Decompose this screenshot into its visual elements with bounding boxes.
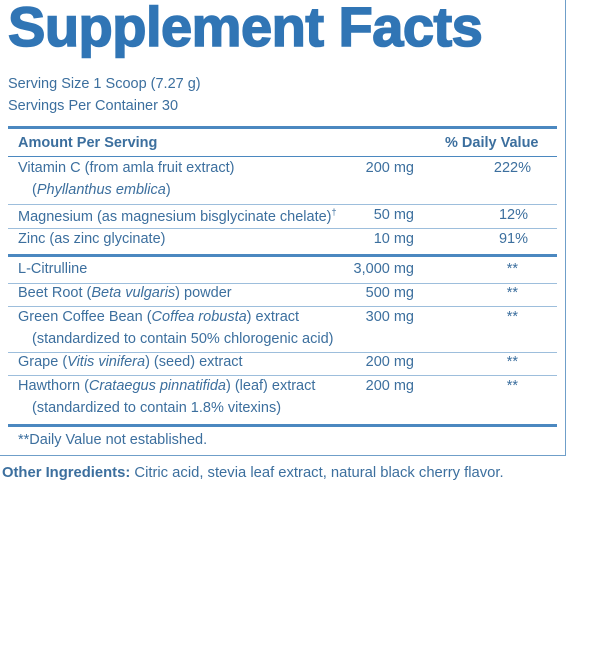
header-rule	[8, 156, 557, 157]
other-ingredients-text: Citric acid, stevia leaf extract, natura…	[130, 465, 504, 481]
serving-size: Serving Size 1 Scoop (7.27 g)	[8, 76, 201, 92]
row-beet-name: Beet Root (Beta vulgaris) powder	[18, 285, 232, 301]
row-zinc-amount: 10 mg	[373, 231, 414, 247]
header-daily-value: % Daily Value	[445, 135, 539, 151]
row-divider	[8, 283, 557, 284]
row-coffee-name: Green Coffee Bean (Coffea robusta) extra…	[18, 309, 300, 325]
row-hawthorn-sub: (standardized to contain 1.8% vitexins)	[32, 400, 282, 416]
thick-rule-mid	[8, 254, 557, 257]
supplement-facts-panel: Supplement Facts Serving Size 1 Scoop (7…	[0, 0, 566, 456]
row-vitamin-c-dv: 222%	[493, 160, 531, 176]
row-zinc-dv: 91%	[498, 231, 528, 247]
header-amount: Amount Per Serving	[18, 135, 158, 151]
row-grape-amount: 200 mg	[365, 354, 414, 370]
row-zinc-name: Zinc (as zinc glycinate)	[18, 231, 166, 247]
panel-title: Supplement Facts	[7, 0, 483, 59]
row-hawthorn-amount: 200 mg	[365, 378, 414, 394]
row-magnesium-dv: 12%	[498, 207, 528, 223]
row-grape-dv: **	[506, 354, 518, 370]
servings-per-container: Servings Per Container 30	[8, 98, 179, 114]
row-vitamin-c-sub: (Phyllanthus emblica)	[32, 182, 171, 198]
row-magnesium-amount: 50 mg	[373, 207, 414, 223]
row-citrulline-amount: 3,000 mg	[353, 261, 414, 277]
thick-rule-top	[8, 126, 557, 129]
row-coffee-amount: 300 mg	[365, 309, 414, 325]
row-hawthorn-name: Hawthorn (Crataegus pinnatifida) (leaf) …	[18, 378, 316, 394]
footnote: **Daily Value not established.	[18, 432, 208, 448]
row-beet-amount: 500 mg	[365, 285, 414, 301]
row-divider	[8, 228, 557, 229]
row-vitamin-c-name: Vitamin C (from amla fruit extract)	[18, 160, 235, 176]
thick-rule-bottom	[8, 424, 557, 427]
row-divider	[8, 352, 557, 353]
row-grape-name: Grape (Vitis vinifera) (seed) extract	[18, 354, 243, 370]
row-citrulline-dv: **	[506, 261, 518, 277]
row-beet-dv: **	[506, 285, 518, 301]
row-divider	[8, 204, 557, 205]
row-divider	[8, 306, 557, 307]
row-vitamin-c-amount: 200 mg	[365, 160, 414, 176]
other-ingredients-label: Other Ingredients:	[2, 465, 131, 481]
row-divider	[8, 375, 557, 376]
row-magnesium-name: Magnesium (as magnesium bisglycinate che…	[18, 207, 337, 225]
row-coffee-sub: (standardized to contain 50% chlorogenic…	[32, 331, 334, 347]
row-coffee-dv: **	[506, 309, 518, 325]
row-citrulline-name: L-Citrulline	[18, 261, 88, 277]
other-ingredients: Other Ingredients: Citric acid, stevia l…	[2, 465, 504, 481]
row-hawthorn-dv: **	[506, 378, 518, 394]
